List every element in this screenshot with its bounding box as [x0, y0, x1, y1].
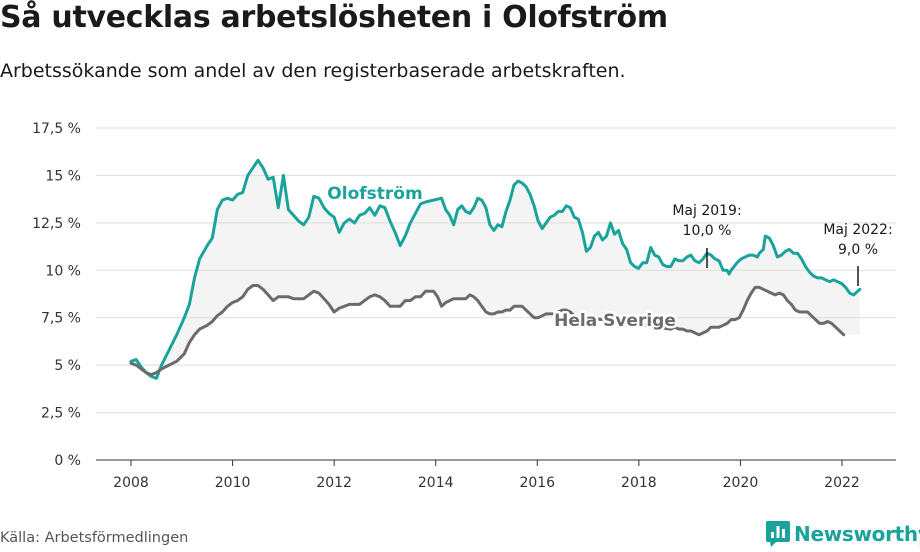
y-tick-label: 12,5 % — [32, 216, 81, 232]
y-tick-label: 0 % — [54, 453, 81, 469]
x-tick-label: 2014 — [418, 475, 454, 491]
gridlines — [96, 127, 896, 414]
annotation-label: Maj 2019: — [672, 203, 741, 219]
newsworthy-logo: Newsworthy — [766, 521, 920, 547]
x-tick-label: 2008 — [113, 475, 149, 491]
axes: 0 % 2,5 % 5 % 7,5 % 10 % 12,5 % 15 % 17,5 % 2008… — [32, 121, 896, 491]
series-label-olofstrom-halo: Olofström — [327, 184, 422, 204]
newsworthy-logo-icon — [766, 521, 790, 547]
gap-band — [131, 160, 860, 379]
series-line-olofstrom — [129, 158, 862, 380]
newsworthy-logo-text: Newsworthy — [794, 522, 920, 546]
x-tick-label: 2022 — [824, 475, 860, 491]
chart-subtitle: Arbetssökande som andel av den registerb… — [0, 60, 626, 82]
y-tick-label: 10 % — [45, 263, 81, 279]
y-tick-label: 2,5 % — [41, 406, 81, 422]
y-tick-label: 17,5 % — [32, 121, 81, 137]
annotation-value: 10,0 % — [683, 223, 732, 239]
series-label-hela-sverige-halo: Hela Sverige — [554, 311, 676, 331]
annotation-value: 9,0 % — [838, 242, 878, 258]
series-label-olofstrom: Olofström — [327, 184, 422, 204]
series-line-hela-sverige — [129, 284, 846, 377]
x-tick-label: 2010 — [215, 475, 251, 491]
chart-title: Så utvecklas arbetslösheten i Olofström — [0, 0, 668, 35]
annotations: Maj 2019: 10,0 % Maj 2022: 9,0 % — [672, 203, 893, 286]
y-tick-label: 5 % — [54, 358, 81, 374]
x-tick-label: 2012 — [316, 475, 352, 491]
annotation-label: Maj 2022: — [823, 222, 892, 238]
y-tick-label: 7,5 % — [41, 311, 81, 327]
x-tick-label: 2018 — [621, 475, 657, 491]
series-label-hela-sverige: Hela Sverige — [554, 311, 676, 331]
source-note: Källa: Arbetsförmedlingen — [0, 530, 189, 546]
series-layer — [129, 158, 862, 380]
band-layer — [131, 160, 860, 379]
x-tick-label: 2016 — [519, 475, 555, 491]
x-tick-label: 2020 — [723, 475, 759, 491]
y-tick-label: 15 % — [45, 168, 81, 184]
